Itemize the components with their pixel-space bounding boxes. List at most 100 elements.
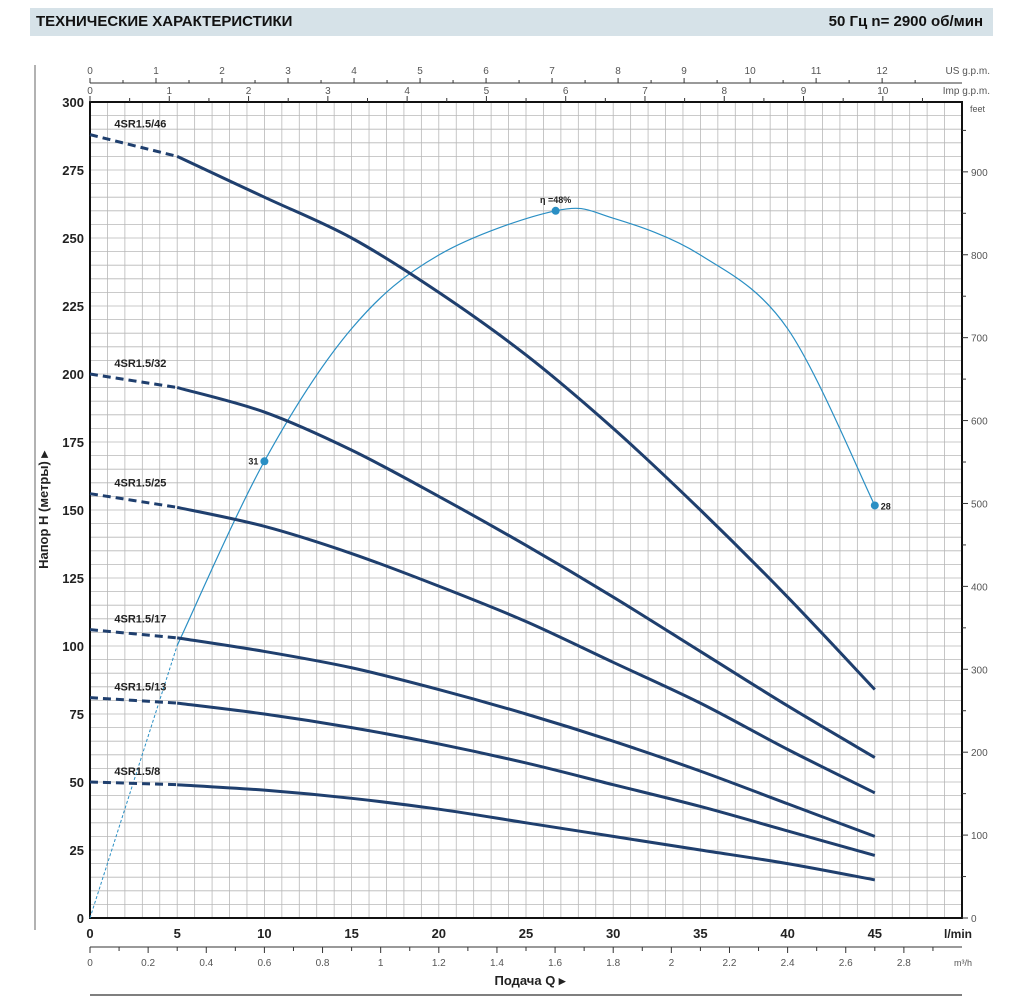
x-tick-label: 10 (257, 926, 271, 941)
feet-unit-label: feet (970, 104, 986, 114)
efficiency-point (870, 501, 879, 510)
feet-tick-label: 200 (971, 748, 988, 759)
pump-curve-4SR1-5-8 (177, 783, 876, 882)
x-tick-label: 25 (519, 926, 533, 941)
feet-tick-label: 300 (971, 665, 988, 676)
imp-gpm-tick-label: 10 (877, 86, 889, 97)
y-tick-label: 75 (70, 707, 84, 722)
series-label: 4SR1.5/46 (114, 119, 166, 131)
efficiency-label: η =48% (540, 195, 571, 205)
imp-gpm-tick-label: 5 (484, 86, 490, 97)
series-label: 4SR1.5/17 (114, 614, 166, 626)
x-axis-label: Подача Q ▸ (495, 973, 567, 988)
y-tick-label: 200 (62, 367, 84, 382)
m3h-tick-label: 1 (378, 958, 384, 969)
y-tick-label: 275 (62, 163, 84, 178)
m3h-tick-label: 0.8 (316, 958, 330, 969)
y-tick-label: 150 (62, 503, 84, 518)
imp-gpm-tick-label: 1 (167, 86, 173, 97)
us-gpm-tick-label: 9 (681, 66, 687, 77)
pump-curve-4SR1-5-46 (176, 155, 876, 691)
us-gpm-tick-label: 1 (153, 66, 159, 77)
m3h-tick-label: 0.2 (141, 958, 155, 969)
imp-gpm-tick-label: 0 (87, 86, 93, 97)
pump-curve-dashed (89, 133, 178, 158)
imp-gpm-tick-label: 4 (404, 86, 410, 97)
efficiency-curve-dashed (89, 645, 178, 919)
y-tick-label: 250 (62, 231, 84, 246)
pump-curve-dashed (89, 492, 178, 509)
series-label: 4SR1.5/8 (114, 766, 160, 778)
series-label: 4SR1.5/32 (114, 358, 166, 370)
imp-gpm-tick-label: 6 (563, 86, 569, 97)
us-gpm-tick-label: 7 (549, 66, 555, 77)
imp-gpm-tick-label: 9 (801, 86, 807, 97)
us-gpm-tick-label: 10 (745, 66, 757, 77)
feet-tick-label: 700 (971, 334, 988, 345)
pump-curve-dashed (89, 696, 178, 705)
m3h-tick-label: 0.4 (199, 958, 213, 969)
m3h-tick-label: 2.4 (781, 958, 795, 969)
pump-curve-4SR1-5-25 (176, 505, 876, 795)
m3h-tick-label: 2.6 (839, 958, 853, 969)
series-label: 4SR1.5/13 (114, 682, 166, 694)
feet-tick-label: 600 (971, 417, 988, 428)
efficiency-label: 28 (881, 501, 891, 511)
us-gpm-tick-label: 12 (877, 66, 889, 77)
x-tick-label: 0 (86, 926, 93, 941)
imp-gpm-unit-label: Imp g.p.m. (943, 86, 990, 97)
feet-tick-label: 0 (971, 914, 977, 925)
y-tick-label: 100 (62, 639, 84, 654)
m3h-tick-label: 1.8 (606, 958, 620, 969)
us-gpm-tick-label: 2 (219, 66, 225, 77)
us-gpm-unit-label: US g.p.m. (946, 66, 990, 77)
pump-curve-4SR1-5-32 (176, 386, 876, 759)
x-tick-label: 5 (174, 926, 181, 941)
feet-tick-label: 900 (971, 168, 988, 179)
us-gpm-tick-label: 0 (87, 66, 93, 77)
y-tick-label: 0 (77, 911, 84, 926)
feet-tick-label: 500 (971, 499, 988, 510)
us-gpm-tick-label: 6 (483, 66, 489, 77)
x-tick-label: 40 (780, 926, 794, 941)
y-tick-label: 25 (70, 843, 84, 858)
y-tick-label: 300 (62, 95, 84, 110)
page-title: ТЕХНИЧЕСКИЕ ХАРАКТЕРИСТИКИ (36, 13, 293, 30)
m3h-tick-label: 1.4 (490, 958, 504, 969)
m3h-tick-label: 0.6 (257, 958, 271, 969)
efficiency-point (551, 206, 560, 215)
x-unit-label: l/min (944, 927, 972, 941)
efficiency-curve (176, 207, 876, 646)
x-tick-label: 15 (344, 926, 358, 941)
x-tick-label: 45 (868, 926, 882, 941)
header-bar: ТЕХНИЧЕСКИЕ ХАРАКТЕРИСТИКИ 50 Гц n= 2900… (30, 8, 993, 36)
imp-gpm-tick-label: 7 (642, 86, 648, 97)
pump-curve-4SR1-5-13 (177, 701, 876, 857)
m3h-unit-label: m³/h (954, 958, 972, 968)
pump-curve-4SR1-5-17 (176, 636, 876, 838)
feet-tick-label: 100 (971, 831, 988, 842)
y-tick-label: 50 (70, 775, 84, 790)
m3h-tick-label: 1.2 (432, 958, 446, 969)
efficiency-point (260, 457, 269, 466)
series-label: 4SR1.5/25 (114, 478, 166, 490)
x-tick-label: 30 (606, 926, 620, 941)
m3h-tick-label: 2.2 (723, 958, 737, 969)
us-gpm-tick-label: 4 (351, 66, 357, 77)
y-tick-label: 225 (62, 299, 84, 314)
efficiency-label: 31 (248, 456, 258, 466)
m3h-tick-label: 2.8 (897, 958, 911, 969)
pump-curve-dashed (89, 780, 178, 787)
x-tick-label: 35 (693, 926, 707, 941)
imp-gpm-tick-label: 3 (325, 86, 331, 97)
feet-tick-label: 400 (971, 582, 988, 593)
us-gpm-tick-label: 5 (417, 66, 423, 77)
feet-tick-label: 800 (971, 251, 988, 262)
page-subtitle: 50 Гц n= 2900 об/мин (828, 13, 983, 30)
pump-curve-dashed (89, 372, 178, 390)
imp-gpm-tick-label: 2 (246, 86, 252, 97)
m3h-tick-label: 2 (669, 958, 675, 969)
pump-curve-dashed (89, 628, 178, 640)
x-tick-label: 20 (432, 926, 446, 941)
y-axis-label: Напор H (метры) ▸ (36, 450, 51, 569)
